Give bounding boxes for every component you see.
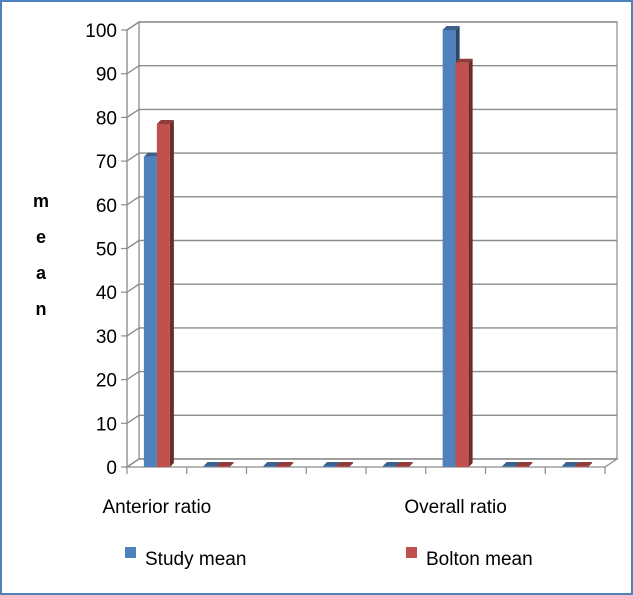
legend: Study mean Bolton mean bbox=[125, 547, 533, 570]
y-axis-label-letter: m bbox=[33, 191, 49, 211]
bar-top bbox=[395, 462, 413, 466]
gridline bbox=[126, 21, 617, 31]
bar-bolton-mean bbox=[575, 462, 593, 467]
y-axis-label: mean bbox=[33, 191, 49, 319]
bar-front bbox=[216, 466, 230, 467]
bar-bolton-mean bbox=[455, 58, 473, 468]
bar-side bbox=[349, 462, 354, 467]
legend-label: Bolton mean bbox=[426, 549, 533, 570]
legend-swatch bbox=[125, 547, 136, 558]
floor bbox=[125, 458, 619, 468]
y-tick-label: 0 bbox=[106, 458, 117, 479]
legend-swatch bbox=[406, 547, 417, 558]
y-tick-label: 20 bbox=[96, 371, 117, 392]
bar-front bbox=[502, 466, 516, 467]
x-axis-ticks bbox=[126, 467, 606, 474]
legend-item: Bolton mean bbox=[406, 547, 533, 570]
category-labels: Anterior ratio Overall ratio bbox=[102, 497, 506, 518]
bar-side bbox=[588, 462, 593, 467]
y-tick-label: 50 bbox=[96, 240, 117, 261]
bar-side bbox=[169, 119, 174, 467]
y-tick-label: 60 bbox=[96, 196, 117, 217]
bar-top bbox=[442, 26, 460, 30]
chart-walls bbox=[125, 20, 619, 469]
bar-top bbox=[143, 152, 161, 157]
bar-side bbox=[289, 462, 294, 467]
bar-front bbox=[323, 466, 337, 467]
y-axis-label-letter: n bbox=[36, 299, 47, 319]
bar-top bbox=[502, 462, 520, 466]
bar-top bbox=[336, 462, 354, 466]
bar-front bbox=[156, 123, 170, 467]
category-label: Overall ratio bbox=[404, 497, 506, 518]
bar-top bbox=[455, 58, 473, 63]
bar-front bbox=[395, 466, 409, 467]
y-tick-label: 10 bbox=[96, 414, 117, 435]
bar-front bbox=[203, 466, 217, 467]
y-tick-label: 80 bbox=[96, 108, 117, 129]
bar-top bbox=[382, 462, 400, 466]
y-axis-label-letter: a bbox=[36, 263, 47, 283]
bar-bolton-mean bbox=[216, 462, 234, 467]
bar-front bbox=[143, 156, 157, 468]
category-label: Anterior ratio bbox=[102, 497, 211, 518]
y-tick-label: 30 bbox=[96, 327, 117, 348]
bar-front bbox=[382, 466, 396, 467]
y-tick-label: 40 bbox=[96, 283, 117, 304]
bar-bolton-mean bbox=[276, 462, 294, 467]
bar-front bbox=[263, 466, 277, 467]
legend-label: Study mean bbox=[145, 549, 246, 570]
bar-front bbox=[562, 466, 576, 467]
bar-front bbox=[455, 62, 469, 468]
legend-item: Study mean bbox=[125, 547, 246, 570]
bar-front bbox=[276, 466, 290, 467]
bar-top bbox=[216, 462, 234, 466]
bar-top bbox=[156, 119, 174, 124]
bar-top bbox=[323, 462, 341, 466]
y-axis-label-letter: e bbox=[36, 227, 46, 247]
bars bbox=[143, 26, 593, 468]
bar-side bbox=[229, 462, 234, 467]
bar-front bbox=[515, 466, 529, 467]
bar-top bbox=[203, 462, 221, 466]
bar-front bbox=[442, 30, 456, 467]
bar-bolton-mean bbox=[156, 119, 174, 467]
bar-front bbox=[575, 466, 589, 467]
bar-bolton-mean bbox=[395, 462, 413, 467]
bar-side bbox=[468, 58, 473, 468]
bar-top bbox=[562, 462, 580, 466]
bar-side bbox=[528, 462, 533, 467]
bar-top bbox=[276, 462, 294, 466]
bar-bolton-mean bbox=[336, 462, 354, 467]
bar-top bbox=[263, 462, 281, 466]
bar-side bbox=[408, 462, 413, 467]
y-tick-label: 100 bbox=[85, 21, 117, 42]
bar-top bbox=[515, 462, 533, 466]
bar-front bbox=[336, 466, 350, 467]
bar-top bbox=[575, 462, 593, 466]
y-axis-ticks: 0 10 20 30 40 50 60 70 80 90 100 bbox=[85, 21, 128, 479]
y-tick-label: 70 bbox=[96, 152, 117, 173]
y-tick-label: 90 bbox=[96, 65, 117, 86]
bar-bolton-mean bbox=[515, 462, 533, 467]
